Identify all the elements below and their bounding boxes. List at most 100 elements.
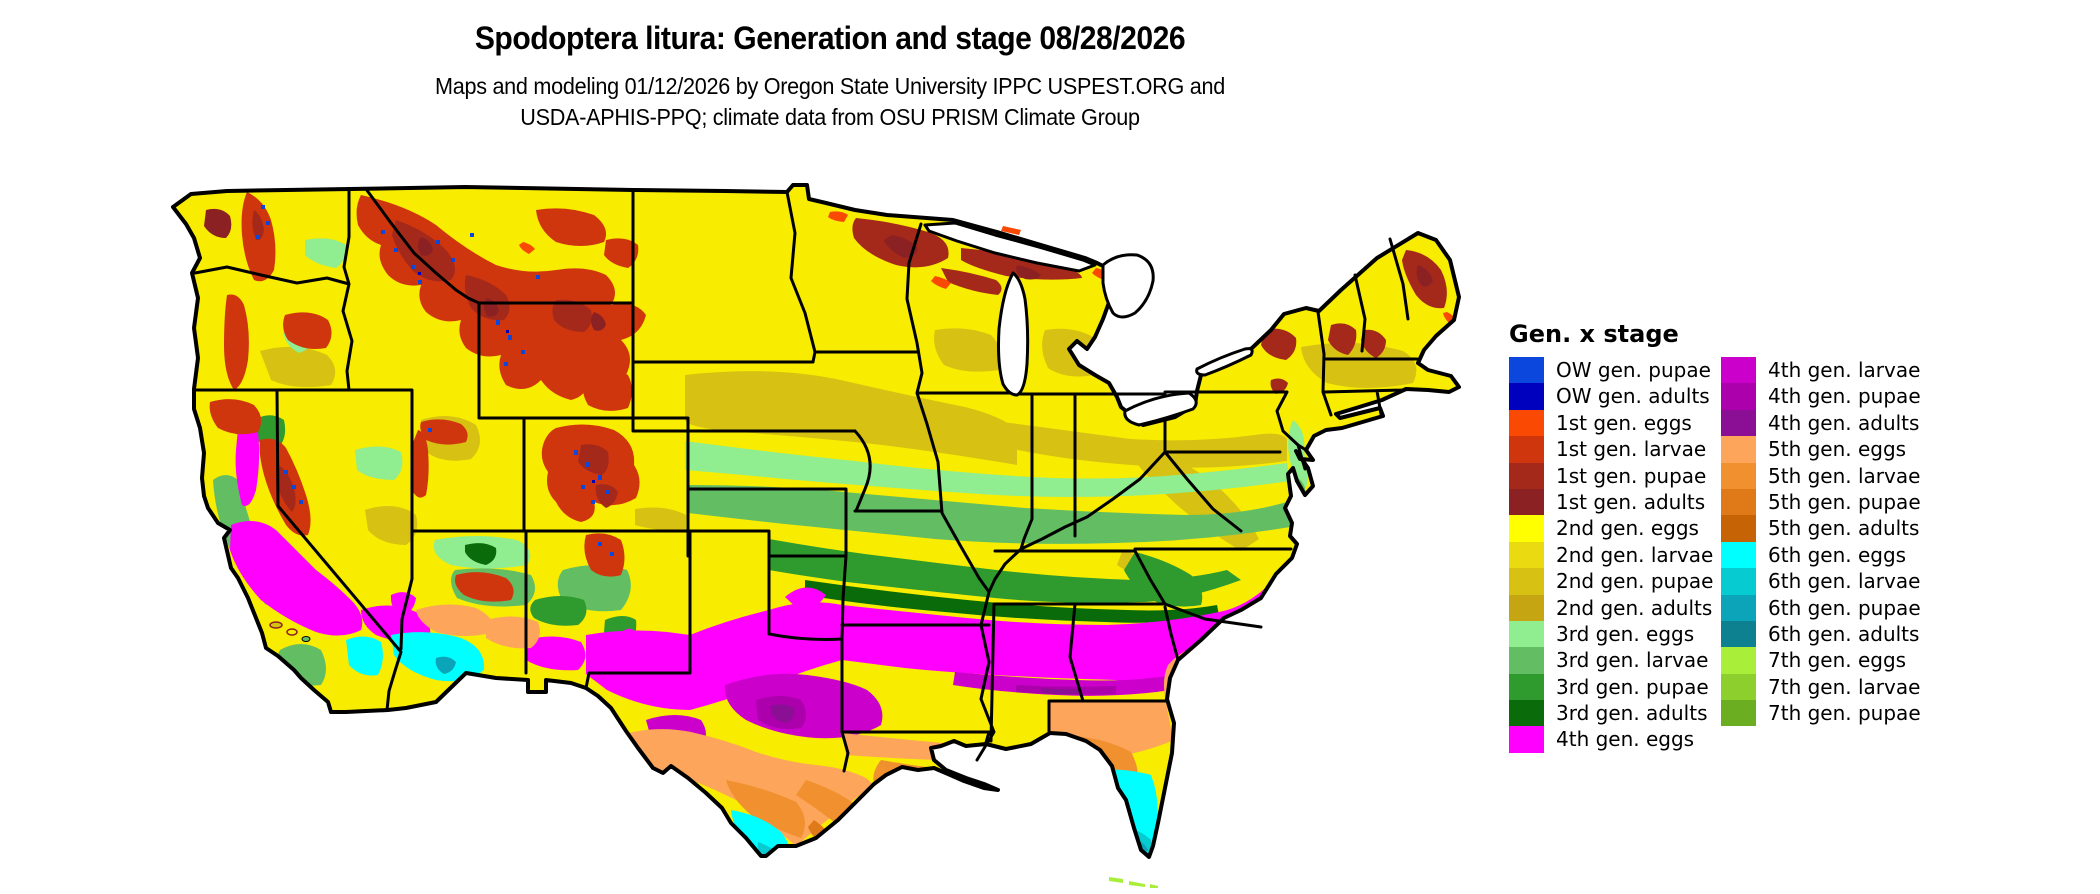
channel-island	[269, 621, 283, 629]
legend-label: 5th gen. larvae	[1768, 463, 1921, 488]
map-fill-regions	[173, 185, 1459, 871]
legend-label: 6th gen. pupae	[1768, 595, 1921, 620]
legend-swatch	[1509, 594, 1544, 621]
legend-item: 1st gen. larvae	[1509, 436, 1721, 463]
legend-label: OW gen. adults	[1556, 384, 1710, 409]
legend-item: 4th gen. eggs	[1509, 726, 1721, 753]
legend-item: 5th gen. larvae	[1721, 462, 1921, 489]
legend-label: 4th gen. pupae	[1768, 384, 1921, 409]
fill-3rd-gen-pupae	[253, 415, 1241, 648]
legend-item: 6th gen. adults	[1721, 620, 1921, 648]
legend: Gen. x stage OW gen. pupae OW gen. adult…	[1509, 320, 2079, 753]
legend-swatch	[1721, 409, 1756, 437]
legend-swatch	[1721, 383, 1756, 410]
lake-erie	[1123, 391, 1198, 427]
legend-swatch	[1509, 357, 1544, 384]
fill-1st-gen-larvae	[209, 192, 646, 602]
legend-swatch	[1721, 541, 1756, 569]
legend-item: OW gen. adults	[1509, 383, 1721, 410]
legend-label: 7th gen. eggs	[1768, 648, 1907, 673]
legend-swatch	[1509, 673, 1544, 701]
legend-title: Gen. x stage	[1509, 320, 1679, 348]
legend-item: OW gen. pupae	[1509, 357, 1721, 384]
legend-column-1: OW gen. pupae OW gen. adults 1st gen. eg…	[1509, 357, 1721, 753]
legend-item: 5th gen. eggs	[1721, 436, 1921, 463]
legend-swatch	[1509, 462, 1544, 489]
legend-item: 2nd gen. pupae	[1509, 568, 1721, 595]
legend-label: 5th gen. adults	[1768, 516, 1920, 541]
legend-item: 5th gen. pupae	[1721, 488, 1921, 516]
legend-label: 4th gen. eggs	[1556, 727, 1695, 752]
legend-item: 1st gen. eggs	[1509, 409, 1721, 437]
legend-label: 1st gen. adults	[1556, 489, 1706, 514]
legend-item: 3rd gen. larvae	[1509, 647, 1721, 674]
fill-4th-gen-adults	[771, 688, 1081, 723]
map-container	[165, 178, 1465, 890]
legend-column-2: 4th gen. larvae 4th gen. pupae 4th gen. …	[1721, 357, 1921, 753]
page-subtitle: Maps and modeling 01/12/2026 by Oregon S…	[50, 71, 1610, 133]
legend-label: 7th gen. larvae	[1768, 674, 1921, 699]
legend-swatch	[1509, 568, 1544, 595]
legend-label: 2nd gen. larvae	[1556, 542, 1714, 567]
legend-label: 6th gen. larvae	[1768, 569, 1921, 594]
legend-swatch	[1509, 700, 1544, 727]
legend-swatch	[1509, 383, 1544, 410]
legend-item: 5th gen. adults	[1721, 515, 1921, 542]
legend-swatch	[1509, 620, 1544, 648]
legend-label: 4th gen. larvae	[1768, 358, 1921, 382]
legend-swatch	[1509, 647, 1544, 674]
page-title: Spodoptera litura: Generation and stage …	[474, 20, 1186, 56]
fill-3rd-gen-eggs	[283, 238, 1308, 569]
fill-6th-gen-eggs	[346, 632, 1158, 857]
legend-item: 6th gen. eggs	[1721, 541, 1921, 569]
subtitle-line-1: Maps and modeling 01/12/2026 by Oregon S…	[434, 73, 1226, 99]
lake-huron	[1101, 253, 1155, 319]
legend-swatch	[1721, 700, 1756, 727]
legend-label: 6th gen. eggs	[1768, 542, 1907, 567]
legend-label: 5th gen. eggs	[1768, 437, 1907, 462]
legend-item: 1st gen. pupae	[1509, 462, 1721, 489]
lake-ontario	[1195, 347, 1254, 377]
fill-4th-gen-eggs	[230, 424, 1292, 710]
legend-item: 3rd gen. pupae	[1509, 673, 1721, 701]
legend-item: 6th gen. larvae	[1721, 568, 1921, 595]
legend-item: 4th gen. adults	[1721, 409, 1921, 437]
legend-item: 3rd gen. eggs	[1509, 620, 1721, 648]
fill-7th-gen-eggs-keys	[1141, 866, 1149, 871]
subtitle-line-2: USDA-APHIS-PPQ; climate data from OSU PR…	[520, 104, 1140, 130]
legend-columns: OW gen. pupae OW gen. adults 1st gen. eg…	[1509, 357, 2079, 753]
offshore-islands	[269, 226, 1158, 888]
legend-swatch	[1721, 568, 1756, 595]
legend-label: 2nd gen. adults	[1556, 595, 1713, 620]
fill-3rd-gen-larvae	[213, 475, 1306, 686]
header: Spodoptera litura: Generation and stage …	[0, 0, 1660, 133]
legend-label: 1st gen. eggs	[1556, 410, 1692, 435]
legend-swatch	[1721, 462, 1756, 489]
legend-swatch	[1509, 488, 1544, 516]
lake-michigan	[997, 271, 1030, 397]
legend-label: 1st gen. pupae	[1556, 463, 1707, 488]
legend-item: 6th gen. pupae	[1721, 594, 1921, 621]
legend-label: 1st gen. larvae	[1556, 437, 1707, 462]
florida-keys	[1109, 877, 1158, 888]
legend-label: 3rd gen. larvae	[1556, 648, 1709, 673]
legend-item: 2nd gen. larvae	[1509, 541, 1721, 569]
legend-swatch	[1509, 409, 1544, 437]
fill-5th-gen-larvae	[726, 735, 1138, 838]
legend-swatch	[1721, 357, 1756, 384]
legend-swatch	[1509, 515, 1544, 542]
legend-label: 6th gen. adults	[1768, 621, 1920, 646]
legend-item: 4th gen. pupae	[1721, 383, 1921, 410]
channel-island	[286, 628, 298, 636]
legend-swatch	[1721, 620, 1756, 648]
legend-label: 3rd gen. eggs	[1556, 621, 1695, 646]
channel-island	[301, 636, 311, 642]
legend-swatch	[1721, 436, 1756, 463]
legend-swatch	[1721, 515, 1756, 542]
state-borders	[192, 187, 1419, 773]
isle-royale	[1001, 226, 1021, 235]
legend-item: 4th gen. larvae	[1721, 357, 1921, 384]
legend-item: 7th gen. pupae	[1721, 700, 1921, 727]
us-generation-stage-map	[171, 183, 1461, 888]
legend-label: 2nd gen. pupae	[1556, 569, 1714, 594]
